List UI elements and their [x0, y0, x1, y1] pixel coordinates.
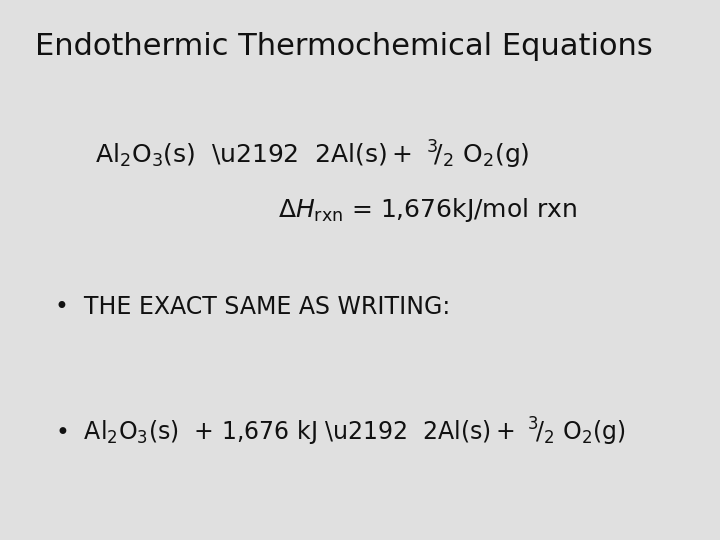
Text: $\mathregular{Al_2O_3(s)}$  \u2192  $\mathregular{2Al(s) + \ ^3\!/_2\ O_2(g)}$: $\mathregular{Al_2O_3(s)}$ \u2192 $\math…: [95, 139, 529, 171]
Text: •  THE EXACT SAME AS WRITING:: • THE EXACT SAME AS WRITING:: [55, 295, 450, 319]
Text: $\Delta H_{\mathrm{rxn}}$ = 1,676kJ/mol rxn: $\Delta H_{\mathrm{rxn}}$ = 1,676kJ/mol …: [278, 196, 577, 224]
Text: Endothermic Thermochemical Equations: Endothermic Thermochemical Equations: [35, 32, 653, 61]
Text: •  $\mathregular{Al_2O_3(s)}$  + 1,676 kJ \u2192  $\mathregular{2Al(s) + \ ^3\!/: • $\mathregular{Al_2O_3(s)}$ + 1,676 kJ …: [55, 416, 626, 448]
